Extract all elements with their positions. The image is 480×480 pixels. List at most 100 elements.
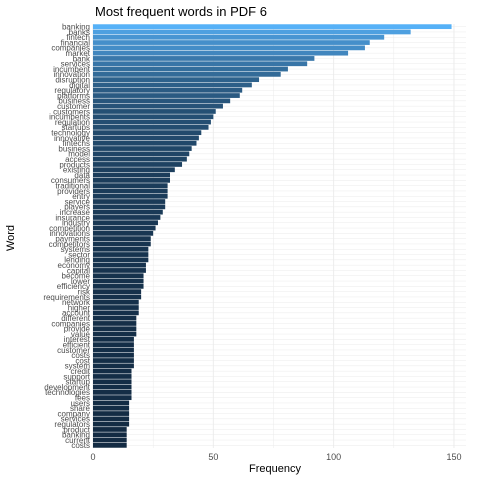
x-ticks: 0 50 100 150 <box>90 452 461 462</box>
bar <box>93 379 132 385</box>
word-tick-label: incumbent <box>53 65 91 74</box>
word-tick-label: costs <box>71 351 90 360</box>
word-tick-label: current <box>65 436 91 445</box>
word-tick-label: startups <box>62 123 90 132</box>
word-tick-label: innovations <box>50 229 90 238</box>
word-tick-label: consumers <box>51 176 90 185</box>
word-tick-label: systems <box>61 245 90 254</box>
bar <box>93 140 197 146</box>
bar <box>93 310 139 316</box>
bar <box>93 114 214 120</box>
bars <box>93 24 452 448</box>
word-tick-label: payments <box>55 234 90 243</box>
word-tick-label: innovative <box>54 134 91 143</box>
bar <box>93 283 144 289</box>
word-tick-label: value <box>71 330 91 339</box>
bar <box>93 199 166 204</box>
bar <box>93 124 209 130</box>
bar <box>93 400 130 406</box>
word-tick-label: digital <box>69 81 90 90</box>
word-tick-label: increase <box>60 208 91 217</box>
grid <box>92 24 466 448</box>
bar <box>93 347 134 353</box>
bar <box>93 87 243 93</box>
word-tick-label: customers <box>53 107 90 116</box>
x-tick-label: 100 <box>326 452 341 462</box>
bar <box>93 98 231 104</box>
word-tick-label: business <box>58 97 90 106</box>
bar <box>93 395 132 401</box>
word-tick-label: fintechs <box>62 139 90 148</box>
word-tick-label: lower <box>71 277 90 286</box>
bar <box>93 442 127 448</box>
bar <box>93 204 166 210</box>
bar <box>93 162 183 167</box>
word-tick-label: product <box>63 425 90 434</box>
word-tick-label: system <box>65 362 91 371</box>
bar <box>93 405 130 411</box>
bar <box>93 66 288 72</box>
bar <box>93 119 211 125</box>
bar <box>93 177 171 183</box>
bar <box>93 40 370 45</box>
bar <box>93 416 130 422</box>
bar <box>93 336 134 342</box>
word-tick-label: provide <box>64 325 91 334</box>
word-tick-label: banking <box>62 431 90 440</box>
word-tick-label: different <box>61 314 91 323</box>
word-tick-label: companies <box>51 319 90 328</box>
word-tick-label: existing <box>63 166 90 175</box>
word-tick-label: products <box>59 160 90 169</box>
word-tick-label: economy <box>58 261 90 270</box>
word-tick-label: banks <box>69 28 90 37</box>
bar <box>93 315 137 321</box>
word-tick-label: startup <box>66 378 91 387</box>
bar <box>93 241 151 247</box>
word-tick-label: innovation <box>54 70 90 79</box>
word-tick-label: customer <box>57 102 90 111</box>
word-tick-label: industry <box>62 219 90 228</box>
bar <box>93 342 134 348</box>
bar <box>93 331 137 337</box>
word-tick-label: financial <box>61 38 91 47</box>
bar <box>93 321 137 326</box>
bar <box>93 262 146 268</box>
word-tick-label: efficient <box>63 340 91 349</box>
word-tick-label: share <box>70 404 91 413</box>
word-tick-label: entry <box>72 192 90 201</box>
word-tick-label: market <box>66 49 91 58</box>
word-tick-label: become <box>62 272 91 281</box>
bar <box>93 246 149 252</box>
word-tick-label: cost <box>75 356 90 365</box>
bar <box>93 188 168 194</box>
word-tick-label: regulators <box>54 420 90 429</box>
word-tick-label: business <box>58 144 90 153</box>
bar <box>93 294 142 300</box>
bar <box>93 411 130 416</box>
bar <box>93 389 132 395</box>
bar <box>93 220 158 226</box>
bar <box>93 236 151 242</box>
bar <box>93 130 202 136</box>
word-tick-label: company <box>58 409 90 418</box>
bar <box>93 278 144 284</box>
word-tick-label: credit <box>70 367 90 376</box>
word-tick-label: higher <box>68 303 91 312</box>
word-tick-label: capital <box>67 266 90 275</box>
bar <box>93 183 168 189</box>
word-tick-label: bank <box>73 54 91 63</box>
word-tick-label: services <box>61 60 90 69</box>
word-tick-label: support <box>63 372 90 381</box>
bar <box>93 77 260 83</box>
word-tick-label: lending <box>64 256 90 265</box>
word-tick-label: efficiency <box>57 282 90 291</box>
bar <box>93 167 175 173</box>
bar <box>93 71 281 77</box>
bar <box>93 427 127 432</box>
bar <box>93 172 171 178</box>
word-tick-label: sector <box>68 250 90 259</box>
word-tick-label: services <box>61 415 90 424</box>
bar <box>93 437 127 443</box>
word-tick-label: requirements <box>43 293 90 302</box>
